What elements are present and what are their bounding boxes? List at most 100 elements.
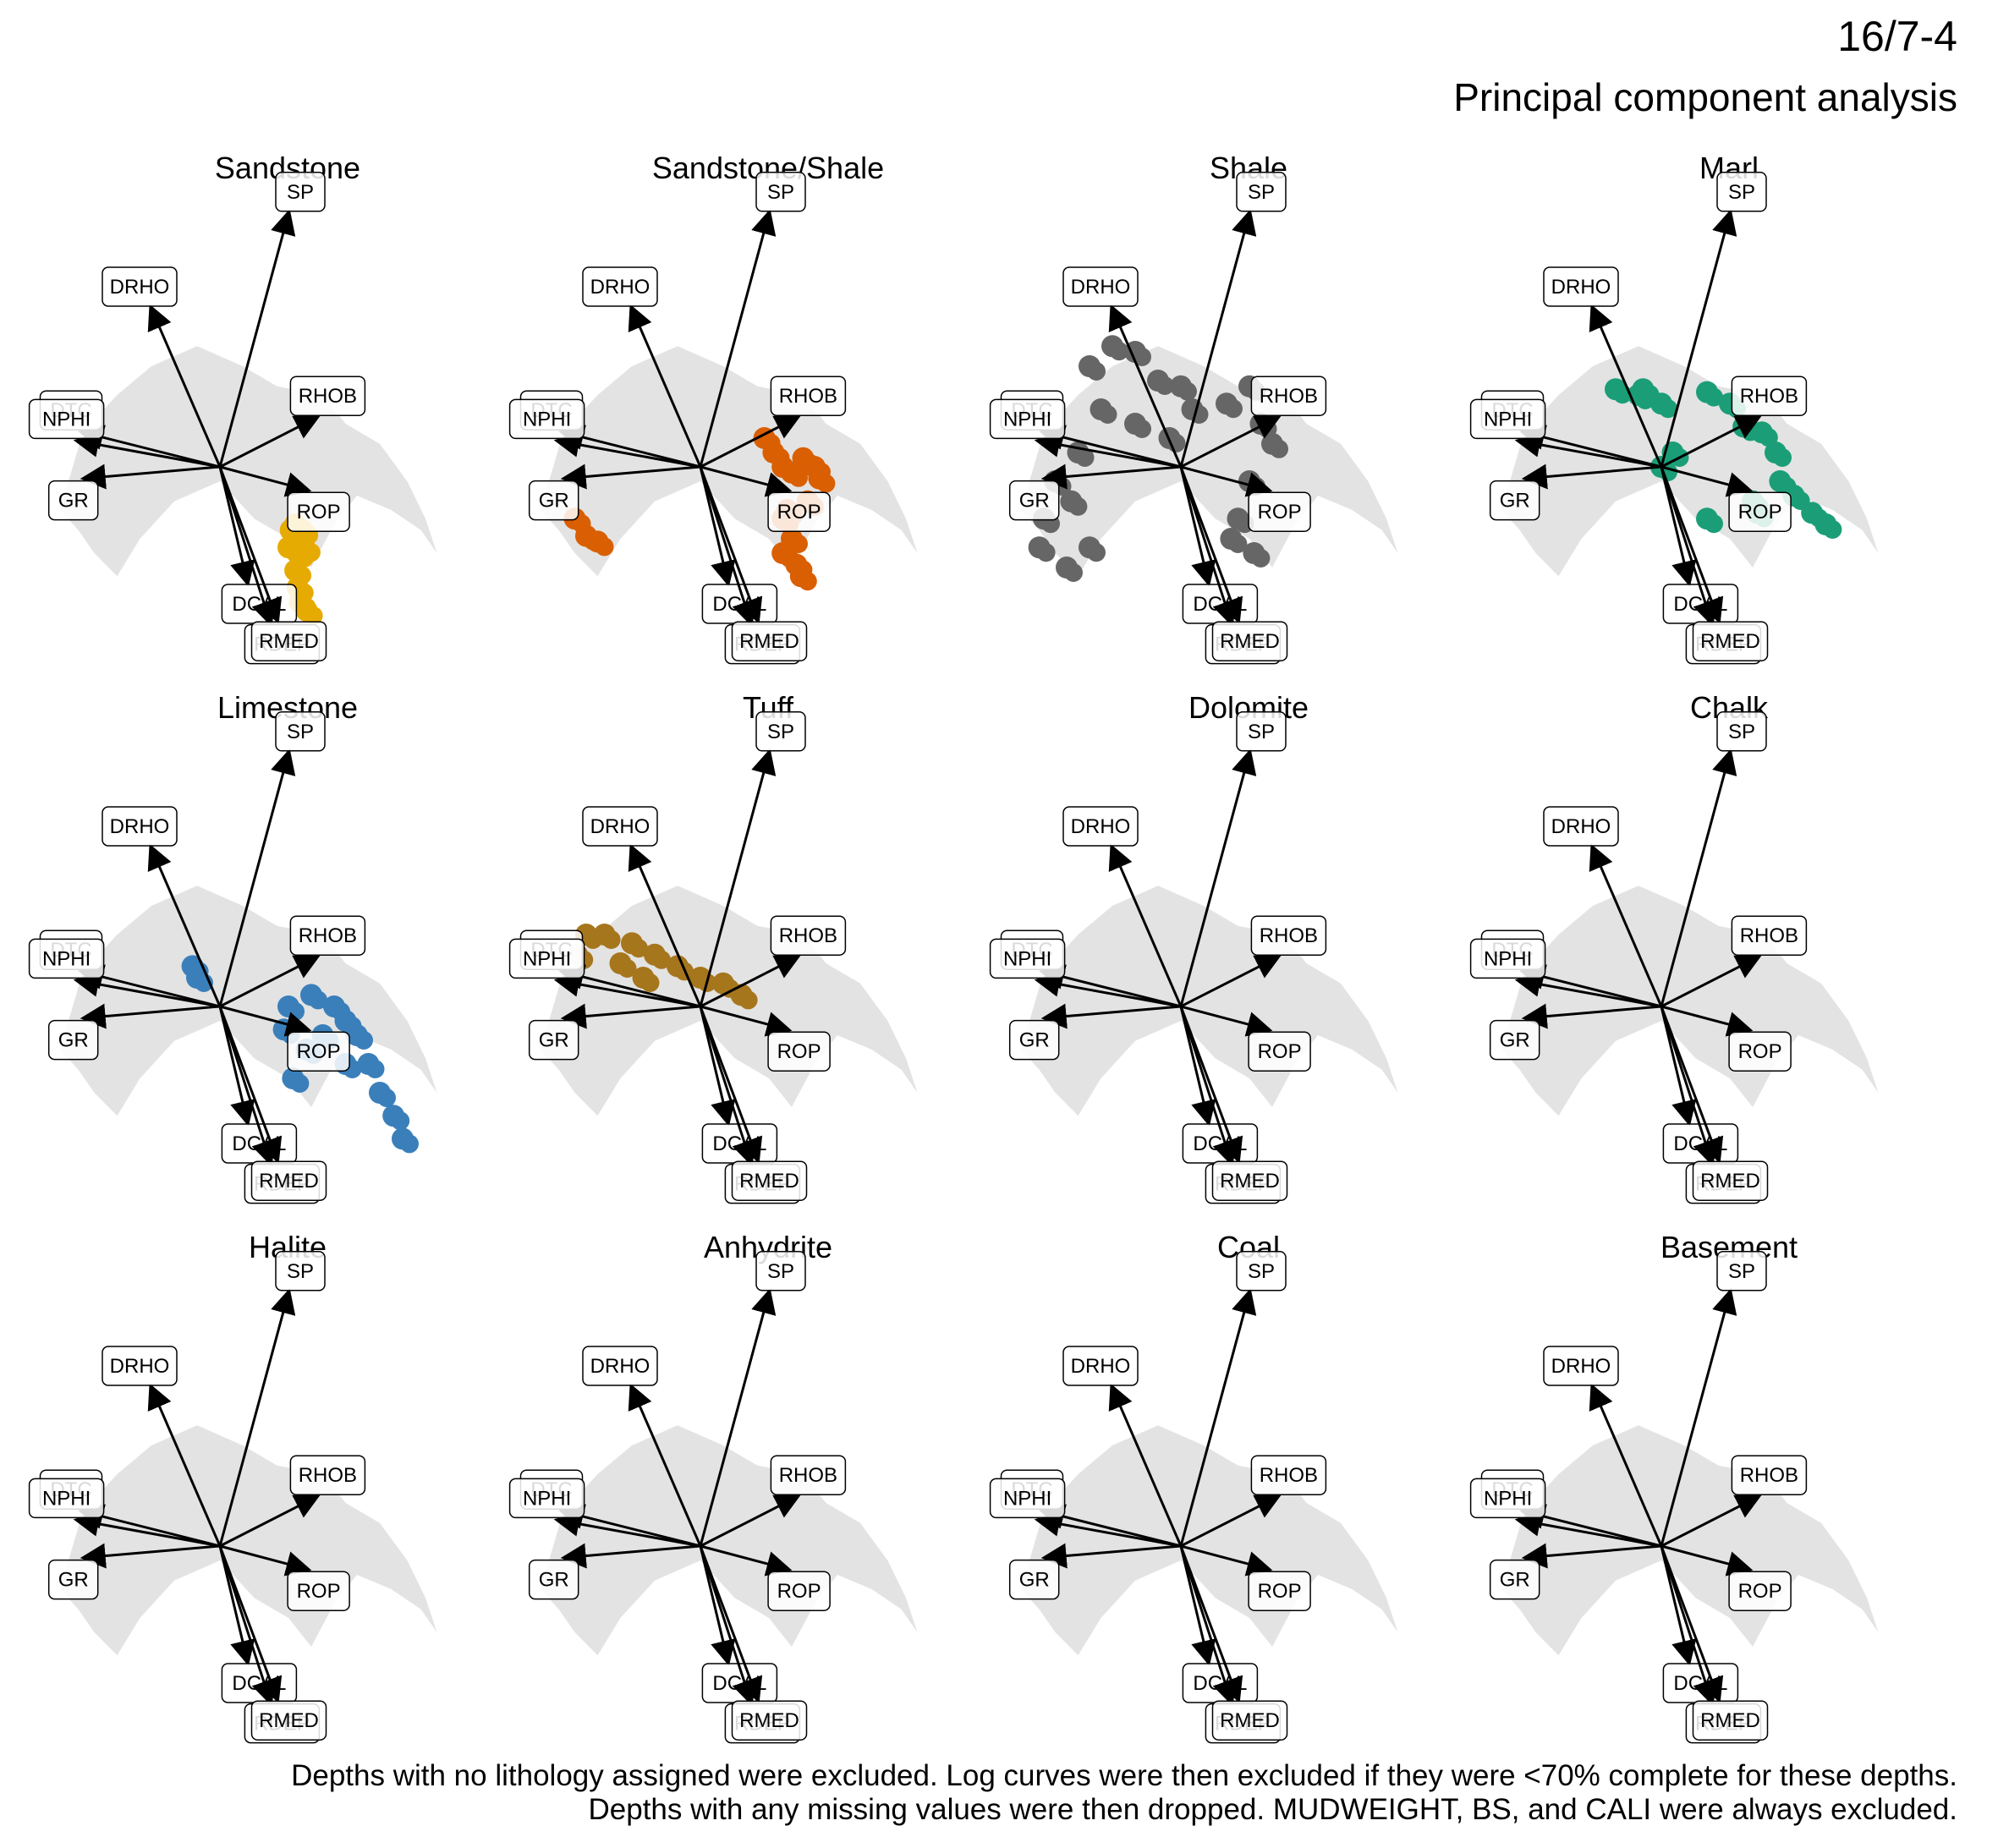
data-point: [309, 990, 327, 1010]
svg-text:GR: GR: [58, 1029, 89, 1052]
loading-label-rhob: RHOB: [770, 1455, 847, 1495]
svg-text:GR: GR: [539, 1029, 569, 1052]
svg-text:DRHO: DRHO: [110, 276, 170, 299]
loading-arrow-rop: [1180, 1005, 1273, 1037]
loading-label-rmed: RMED: [1692, 1160, 1769, 1201]
loading-label-nphi: NPHI: [508, 1478, 585, 1519]
svg-text:GR: GR: [1019, 1569, 1050, 1592]
loading-label-nphi: NPHI: [508, 398, 585, 440]
caption: Depths with no lithology assigned were e…: [291, 1759, 1957, 1827]
svg-text:NPHI: NPHI: [1003, 408, 1051, 430]
loading-arrow-rmed: [699, 1006, 763, 1164]
loading-label-nphi: NPHI: [989, 1478, 1066, 1519]
loading-label-rop: ROP: [287, 1571, 350, 1611]
facet-panel-shale: ShaleSPDRHODTCRHOBNPHIROPGRDCALRDEPRMED: [989, 0, 1494, 665]
svg-text:DRHO: DRHO: [1071, 815, 1131, 838]
loading-label-rhob: RHOB: [289, 1455, 366, 1495]
biplot-svg: SPDRHODTCRHOBNPHIROPGRDCALRDEPRMED: [508, 172, 918, 665]
loading-label-gr: GR: [1489, 1019, 1540, 1061]
svg-text:DCAL: DCAL: [1193, 1672, 1247, 1695]
loading-label-rop: ROP: [1728, 1571, 1792, 1611]
loading-arrow-dcal: [218, 466, 255, 587]
facet-panel-sandstone: SandstoneSPDRHODTCRHOBNPHIROPGRDCALRDEPR…: [28, 0, 533, 665]
svg-text:ROP: ROP: [1258, 1040, 1302, 1063]
svg-text:GR: GR: [539, 490, 569, 513]
data-point: [1228, 535, 1248, 553]
loading-arrow-rhob: [219, 1494, 321, 1548]
background-cloud: [541, 1425, 918, 1656]
svg-text:RMED: RMED: [1220, 1709, 1280, 1732]
loading-label-rhob: RHOB: [289, 915, 366, 956]
data-point: [789, 535, 808, 553]
data-point: [1098, 405, 1117, 424]
facet-panel-marl: MarlSPDRHODTCRHOBNPHIROPGRDCALRDEPRMED: [1469, 0, 1974, 665]
loading-label-rop: ROP: [767, 1571, 831, 1611]
loading-arrow-rmed: [218, 1006, 283, 1164]
biplot-svg: SPDRHODTCRHOBNPHIROPGRDCALRDEPRMED: [508, 1251, 918, 1744]
svg-text:DRHO: DRHO: [110, 815, 170, 838]
svg-text:RMED: RMED: [259, 1709, 319, 1732]
data-point: [789, 468, 808, 487]
loading-label-rhob: RHOB: [1731, 1455, 1808, 1495]
background-cloud: [1021, 346, 1398, 577]
loading-arrow-rop: [700, 1544, 793, 1577]
loading-arrow-rmed: [218, 1545, 283, 1703]
biplot-svg: SPDRHODTCRHOBNPHIROPGRDCALRDEPRMED: [1469, 711, 1879, 1204]
loading-arrow-rhob: [1180, 1494, 1282, 1548]
svg-text:RHOB: RHOB: [779, 1464, 837, 1487]
loading-arrow-sp: [699, 1288, 777, 1547]
loading-label-rhob: RHOB: [770, 915, 847, 956]
loading-label-gr: GR: [1008, 480, 1060, 521]
loading-arrow-dtc: [78, 425, 221, 469]
loading-arrow-dtc: [1519, 425, 1662, 469]
loading-label-drho: DRHO: [1543, 806, 1619, 847]
svg-text:RHOB: RHOB: [1740, 1464, 1798, 1487]
loading-arrow-nphi: [1514, 1511, 1662, 1548]
svg-text:NPHI: NPHI: [42, 947, 91, 970]
loading-arrow-rhob: [1660, 415, 1762, 469]
loading-label-rhob: RHOB: [1731, 376, 1808, 416]
data-point: [391, 1111, 410, 1131]
loading-arrow-gr: [80, 463, 221, 490]
loading-arrow-drho: [147, 304, 222, 468]
data-point: [595, 537, 614, 557]
loading-label-gr: GR: [47, 480, 99, 521]
loading-arrow-rhob: [1180, 955, 1282, 1008]
loading-label-rop: ROP: [1728, 1031, 1792, 1072]
background-cloud: [541, 346, 918, 577]
svg-text:NPHI: NPHI: [42, 408, 91, 430]
loading-arrow-nphi: [1034, 431, 1182, 469]
loading-arrow-rop: [1180, 465, 1273, 497]
data-point: [294, 537, 314, 557]
loading-label-rmed: RMED: [250, 1700, 327, 1741]
loading-label-gr: GR: [1489, 1559, 1540, 1600]
loading-label-gr: GR: [528, 1019, 579, 1061]
data-point: [640, 973, 660, 992]
loading-arrow-sp: [1660, 749, 1737, 1007]
loading-label-drho: DRHO: [102, 806, 178, 847]
loading-arrow-dcal: [218, 1545, 255, 1666]
background-cloud: [1501, 886, 1879, 1116]
loading-arrow-rop: [1660, 465, 1754, 497]
svg-text:GR: GR: [1019, 490, 1050, 513]
loading-arrow-dcal: [699, 466, 736, 587]
loading-arrow-drho: [1589, 843, 1663, 1007]
loading-arrow-sp: [1179, 1288, 1257, 1547]
loading-label-sp: SP: [275, 172, 326, 212]
loading-arrow-rmed: [699, 1545, 763, 1703]
loading-arrow-dcal: [1660, 1006, 1697, 1127]
loading-label-sp: SP: [275, 1251, 326, 1291]
loading-arrow-rhob: [700, 1494, 801, 1548]
loading-arrow-gr: [1040, 463, 1182, 490]
svg-text:ROP: ROP: [1738, 1580, 1782, 1603]
loading-label-drho: DRHO: [102, 266, 178, 307]
loading-label-sp: SP: [1236, 711, 1287, 752]
loading-arrow-nphi: [1514, 431, 1662, 469]
loading-label-nphi: NPHI: [28, 398, 105, 440]
svg-text:GR: GR: [1019, 1029, 1050, 1052]
loading-arrow-rop: [219, 465, 312, 497]
data-point: [1178, 381, 1197, 401]
background-cloud: [1021, 886, 1398, 1116]
loading-arrow-sp: [699, 209, 777, 468]
data-point: [290, 1074, 310, 1093]
